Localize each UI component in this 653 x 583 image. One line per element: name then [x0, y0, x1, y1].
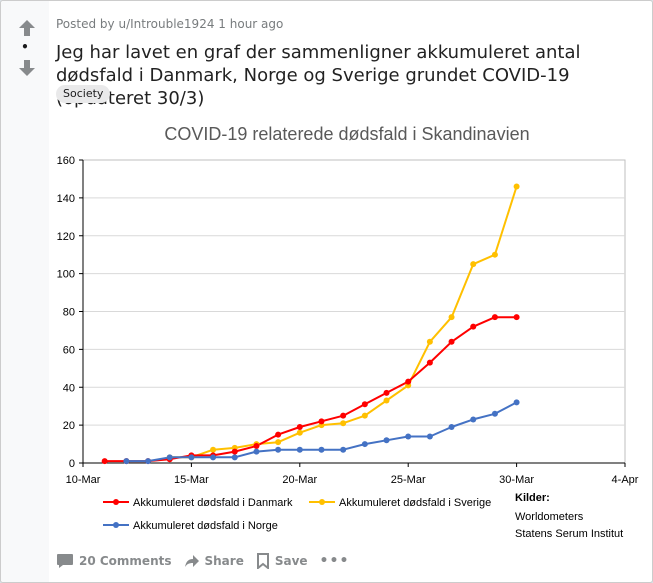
x-tick-label: 15-Mar: [174, 474, 209, 486]
legend-item[interactable]: Akkumuleret dødsfald i Norge: [103, 520, 278, 532]
source-line: Statens Serum Institut: [515, 528, 623, 540]
legend-label: Akkumuleret dødsfald i Norge: [133, 520, 278, 532]
share-label: Share: [204, 554, 244, 568]
data-point[interactable]: [470, 323, 477, 330]
y-tick-label: 20: [63, 420, 75, 432]
y-tick-label: 0: [69, 458, 75, 470]
data-point[interactable]: [470, 261, 477, 268]
data-point[interactable]: [275, 431, 282, 438]
data-point[interactable]: [513, 183, 520, 190]
line-chart[interactable]: COVID-19 relaterede dødsfald i Skandinav…: [49, 111, 647, 546]
data-point[interactable]: [448, 338, 455, 345]
source-title: Kilder:: [515, 492, 550, 504]
data-point[interactable]: [253, 448, 260, 455]
data-point[interactable]: [340, 446, 347, 453]
y-tick-label: 160: [57, 155, 75, 167]
data-point[interactable]: [383, 389, 390, 396]
share-arrow-icon: [184, 555, 199, 567]
data-point[interactable]: [340, 420, 347, 427]
post-title[interactable]: Jeg har lavet en graf der sammenligner a…: [56, 42, 581, 109]
data-point[interactable]: [253, 442, 260, 449]
x-tick-label: 20-Mar: [282, 474, 317, 486]
posted-by-label: Posted by: [56, 17, 119, 31]
legend-label: Akkumuleret dødsfald i Danmark: [133, 497, 293, 509]
legend-swatch-marker: [113, 499, 119, 505]
chart-title: COVID-19 relaterede dødsfald i Skandinav…: [164, 124, 529, 144]
y-tick-label: 60: [63, 344, 75, 356]
data-point[interactable]: [513, 399, 520, 406]
data-point[interactable]: [210, 454, 217, 461]
share-button[interactable]: Share: [184, 553, 244, 569]
x-tick-label: 10-Mar: [66, 474, 101, 486]
comment-bubble-icon: [57, 554, 73, 568]
data-point[interactable]: [123, 458, 130, 465]
legend-swatch-marker: [113, 522, 119, 528]
data-point[interactable]: [426, 433, 433, 440]
data-point[interactable]: [361, 412, 368, 419]
more-options-button[interactable]: •••: [319, 553, 350, 569]
data-point[interactable]: [426, 359, 433, 366]
data-point[interactable]: [383, 437, 390, 444]
data-point[interactable]: [275, 446, 282, 453]
comments-button[interactable]: 20 Comments: [56, 553, 172, 569]
save-button[interactable]: Save: [256, 553, 308, 569]
downvote-button[interactable]: [15, 56, 39, 80]
data-point[interactable]: [448, 314, 455, 321]
author-link[interactable]: u/Introuble1924: [118, 17, 215, 31]
bookmark-icon: [256, 553, 269, 569]
post-time[interactable]: 1 hour ago: [218, 17, 284, 31]
data-point[interactable]: [340, 412, 347, 419]
post-actions: 20 Comments Share Save •••: [56, 549, 349, 573]
data-point[interactable]: [426, 338, 433, 345]
data-point[interactable]: [145, 458, 152, 465]
x-tick-label: 4-Apr: [612, 474, 639, 486]
y-tick-label: 80: [63, 307, 75, 319]
data-point[interactable]: [383, 397, 390, 404]
x-tick-label: 25-Mar: [391, 474, 426, 486]
y-tick-label: 120: [57, 231, 75, 243]
data-point[interactable]: [361, 401, 368, 408]
data-point[interactable]: [231, 454, 238, 461]
data-point[interactable]: [231, 448, 238, 455]
data-point[interactable]: [318, 446, 325, 453]
data-point[interactable]: [361, 441, 368, 448]
data-point[interactable]: [513, 314, 520, 321]
data-point[interactable]: [296, 446, 303, 453]
data-point[interactable]: [491, 314, 498, 321]
upvote-button[interactable]: [15, 16, 39, 40]
legend-swatch-marker: [319, 499, 325, 505]
source-line: Worldometers: [515, 511, 584, 523]
series-line[interactable]: [104, 316, 517, 463]
data-point[interactable]: [275, 439, 282, 446]
post-flair[interactable]: Society: [56, 85, 111, 103]
vote-score: •: [21, 40, 29, 54]
data-point[interactable]: [448, 424, 455, 431]
data-point[interactable]: [296, 429, 303, 436]
data-point[interactable]: [318, 418, 325, 425]
y-tick-label: 100: [57, 269, 75, 281]
data-point[interactable]: [210, 446, 217, 453]
arrow-down-icon: [19, 60, 35, 76]
post-meta: Posted by u/Introuble1924 1 hour ago: [56, 17, 283, 31]
y-tick-label: 40: [63, 382, 75, 394]
data-point[interactable]: [491, 251, 498, 258]
data-point[interactable]: [166, 454, 173, 461]
legend-item[interactable]: Akkumuleret dødsfald i Danmark: [103, 497, 293, 509]
data-point[interactable]: [188, 454, 195, 461]
x-tick-label: 30-Mar: [499, 474, 534, 486]
save-label: Save: [274, 554, 308, 568]
y-tick-label: 140: [57, 193, 75, 205]
legend-item[interactable]: Akkumuleret dødsfald i Sverige: [309, 497, 491, 509]
data-point[interactable]: [101, 458, 108, 465]
data-point[interactable]: [405, 378, 412, 385]
arrow-up-icon: [19, 20, 35, 36]
vote-column: •: [1, 1, 49, 582]
data-point[interactable]: [296, 424, 303, 431]
comments-label: 20 Comments: [79, 554, 172, 568]
data-point[interactable]: [470, 416, 477, 423]
data-point[interactable]: [405, 433, 412, 440]
data-point[interactable]: [491, 410, 498, 417]
legend-label: Akkumuleret dødsfald i Sverige: [339, 497, 491, 509]
